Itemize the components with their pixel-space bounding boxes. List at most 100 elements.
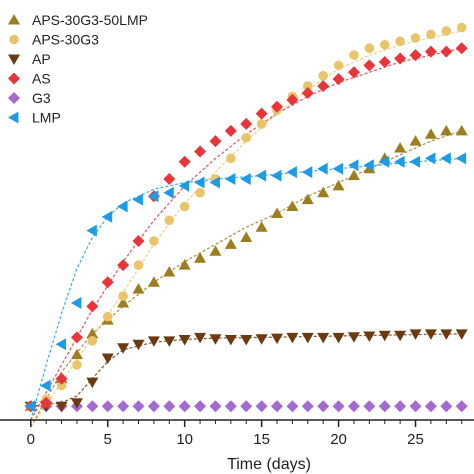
x-tick-label-20: 20 <box>330 431 347 448</box>
point-lmp-7 <box>132 193 144 206</box>
legend-label-ap: AP <box>32 51 51 67</box>
x-tick-label-0: 0 <box>27 431 35 448</box>
point-aps-30g3-50lmp-19 <box>317 186 330 198</box>
point-g3-26 <box>424 400 437 413</box>
point-aps-30g3-18 <box>302 81 313 91</box>
point-aps-30g3-9 <box>164 215 175 226</box>
point-ap-21 <box>347 332 360 343</box>
point-as-16 <box>271 100 284 113</box>
point-g3-21 <box>347 400 360 413</box>
point-aps-30g3-28 <box>456 22 467 33</box>
point-g3-8 <box>147 400 160 413</box>
legend-marker-g3 <box>8 92 20 104</box>
point-ap-25 <box>409 329 422 340</box>
point-as-2 <box>55 372 68 385</box>
point-as-11 <box>194 145 207 158</box>
point-ap-15 <box>255 334 268 345</box>
point-g3-15 <box>255 400 268 413</box>
point-as-22 <box>363 59 376 72</box>
point-g3-19 <box>317 400 330 413</box>
point-lmp-1 <box>40 379 51 392</box>
point-g3-14 <box>240 400 253 413</box>
point-aps-30g3-26 <box>426 29 436 40</box>
point-ap-12 <box>209 334 222 345</box>
point-g3-23 <box>378 400 391 413</box>
point-lmp-15 <box>255 169 267 182</box>
point-lmp-14 <box>240 173 251 186</box>
point-as-7 <box>132 234 145 247</box>
point-g3-5 <box>101 400 114 413</box>
point-as-6 <box>117 259 130 272</box>
point-lmp-17 <box>286 166 297 179</box>
point-ap-10 <box>178 334 191 346</box>
x-ticks: 0 5 10 15 20 25 <box>27 420 463 448</box>
point-aps-30g3-50lmp-11 <box>194 252 207 263</box>
point-ap-9 <box>163 336 176 347</box>
point-g3-28 <box>455 400 468 413</box>
point-g3-24 <box>394 400 407 413</box>
point-as-17 <box>286 93 299 106</box>
point-lmp-20 <box>332 162 344 175</box>
point-aps-30g3-50lmp-6 <box>117 296 130 308</box>
point-aps-30g3-50lmp-21 <box>347 169 360 181</box>
point-aps-30g3-50lmp-16 <box>271 207 284 218</box>
point-lmp-24 <box>394 155 405 168</box>
point-aps-30g3-50lmp-13 <box>224 238 237 249</box>
legend-label-as: AS <box>32 71 51 87</box>
series-g3 <box>24 400 468 413</box>
point-ap-4 <box>86 377 99 389</box>
point-g3-10 <box>178 400 191 413</box>
point-aps-30g3-25 <box>410 33 421 43</box>
series-aps-30g3 <box>25 22 467 412</box>
point-as-21 <box>347 66 360 79</box>
point-ap-16 <box>271 333 284 345</box>
point-g3-11 <box>194 400 207 413</box>
point-lmp-16 <box>271 169 282 182</box>
point-as-1 <box>40 396 53 409</box>
point-lmp-27 <box>440 152 451 165</box>
point-as-25 <box>409 49 422 62</box>
legend-marker-aps-30g3 <box>9 34 19 45</box>
point-g3-16 <box>271 400 284 413</box>
point-aps-30g3-50lmp-20 <box>332 179 345 191</box>
point-lmp-6 <box>117 200 128 213</box>
point-g3-22 <box>363 400 376 413</box>
point-lmp-25 <box>409 155 421 168</box>
point-aps-30g3-4 <box>87 336 98 346</box>
point-aps-30g3-5 <box>102 311 113 322</box>
legend: APS-30G3-50LMP APS-30G3 AP AS G3 LMP <box>8 12 148 126</box>
data-points <box>24 22 468 413</box>
point-aps-30g3-50lmp-7 <box>132 283 145 294</box>
point-aps-30g3-11 <box>195 187 205 198</box>
x-tick-label-10: 10 <box>176 431 193 448</box>
point-aps-30g3-50lmp-26 <box>424 128 437 139</box>
fit-curve-0 <box>30 130 462 428</box>
point-aps-30g3-50lmp-15 <box>255 221 268 232</box>
point-as-3 <box>70 331 83 344</box>
legend-label-aps-30g3: APS-30G3 <box>32 32 99 48</box>
point-aps-30g3-50lmp-17 <box>286 200 299 212</box>
point-aps-30g3-24 <box>395 36 405 47</box>
point-g3-12 <box>209 400 222 413</box>
point-lmp-28 <box>455 152 467 165</box>
point-aps-30g3-6 <box>118 291 128 301</box>
point-as-9 <box>163 173 176 186</box>
point-aps-30g3-50lmp-8 <box>147 276 160 287</box>
point-ap-8 <box>147 336 160 347</box>
point-aps-30g3-8 <box>149 236 159 246</box>
fit-curve-1 <box>30 30 462 428</box>
point-as-20 <box>332 73 345 86</box>
point-g3-13 <box>224 400 237 413</box>
point-as-28 <box>455 42 468 55</box>
series-lmp <box>24 152 467 413</box>
point-ap-6 <box>117 343 130 354</box>
point-aps-30g3-20 <box>333 60 344 71</box>
axes: 0 5 10 15 20 25 <box>0 419 474 448</box>
point-g3-20 <box>332 400 345 413</box>
point-aps-30g3-50lmp-27 <box>440 124 453 136</box>
legend-label-lmp: LMP <box>32 110 61 126</box>
point-aps-30g3-50lmp-24 <box>394 142 407 153</box>
point-aps-30g3-27 <box>441 26 452 36</box>
point-lmp-12 <box>209 176 220 189</box>
